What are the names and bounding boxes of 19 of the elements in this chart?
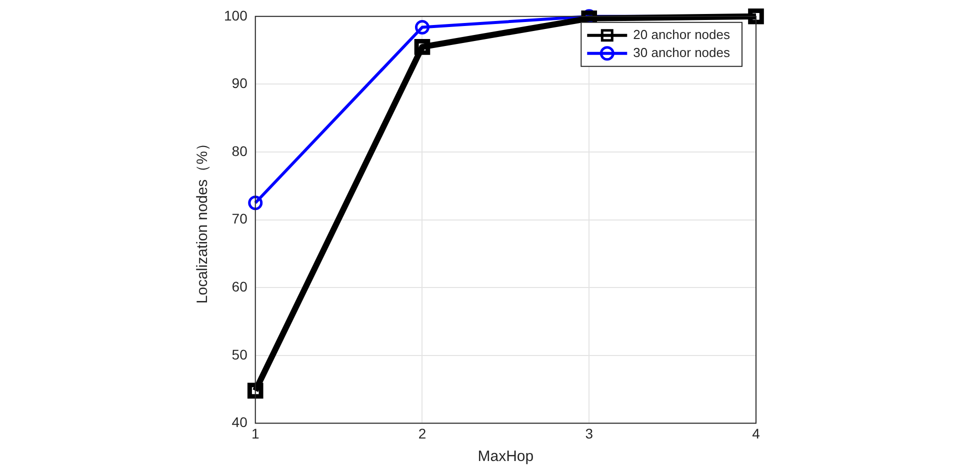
x-tick-label: 4 [752,425,760,442]
point [414,39,430,55]
x-tick-label: 3 [585,425,594,442]
y-tick-label: 80 [232,142,248,159]
point [414,20,430,34]
point [248,196,263,210]
y-tick-label: 40 [232,414,248,430]
y-tick-label: 50 [232,346,248,362]
y-axis-title: Localization nodes（%） [194,136,212,304]
x-tick-label: 2 [418,425,426,442]
x-tick-label: 1 [251,425,260,442]
y-tick-label: 70 [232,210,248,227]
point [247,382,264,399]
y-tick-label: 100 [224,7,248,24]
legend-label: 20 anchor nodes [633,26,730,42]
x-axis-title: MaxHop [478,448,534,466]
y-tick-label: 60 [232,278,248,294]
y-tick-label: 90 [232,75,248,92]
legend-label: 30 anchor nodes [633,44,730,60]
